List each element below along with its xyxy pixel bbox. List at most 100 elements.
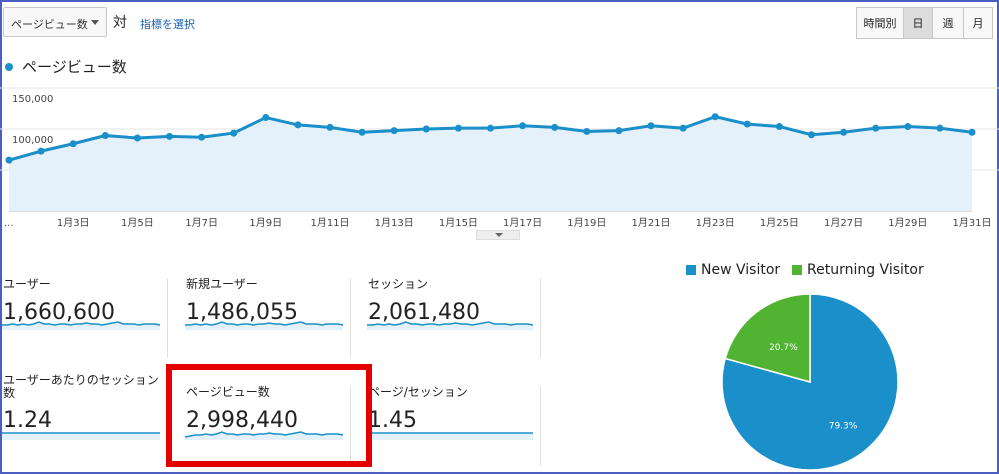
scorecard-label: 新規ユーザー	[186, 277, 258, 291]
x-tick-label: 1月11日	[310, 217, 349, 229]
data-point[interactable]	[230, 129, 238, 137]
x-tick-label: 1月31日	[952, 217, 991, 229]
pie-legend-new-visitor: New Visitor	[686, 262, 780, 278]
y-tick-label: 100,000	[12, 135, 53, 146]
data-point[interactable]	[37, 147, 45, 155]
sparkline-area	[367, 322, 533, 330]
pie-slice[interactable]	[724, 293, 811, 383]
scorecard-value: 1,486,055	[186, 300, 298, 325]
data-point[interactable]	[647, 122, 655, 130]
data-point[interactable]	[551, 123, 559, 131]
scorecard-value: 2,061,480	[368, 300, 480, 325]
sparkline-area	[185, 322, 343, 330]
scorecard-sparkline	[2, 432, 160, 440]
data-point[interactable]	[743, 120, 751, 128]
data-point[interactable]	[454, 124, 462, 132]
scorecard-label: セッション	[368, 277, 429, 291]
x-tick-label: 1月25日	[760, 217, 799, 229]
scorecard[interactable]: ユーザー 1,660,600	[0, 278, 168, 358]
data-point[interactable]	[808, 131, 815, 139]
data-point[interactable]	[166, 132, 173, 140]
x-tick-label: 1月9日	[249, 217, 282, 229]
data-point[interactable]	[5, 156, 13, 164]
data-point[interactable]	[679, 124, 687, 132]
y-tick-label: 150,000	[12, 94, 53, 105]
scorecard[interactable]: ユーザーあたりのセッション数 1.24	[0, 374, 168, 454]
data-point[interactable]	[519, 122, 527, 130]
data-point[interactable]	[390, 127, 398, 135]
vs-label: 対	[113, 15, 127, 31]
granularity-hourly-button[interactable]: 時間別	[856, 7, 904, 39]
scorecard-value: 1.45	[368, 408, 417, 433]
data-point[interactable]	[101, 132, 109, 140]
data-point[interactable]	[198, 133, 206, 141]
highlight-box	[166, 364, 372, 467]
data-point[interactable]	[775, 123, 783, 131]
sparkline-line	[2, 321, 161, 326]
pageviews-line-chart: 150,000100,00050,000...1月3日1月5日1月7日1月9日1…	[0, 87, 999, 229]
scorecard-label: ページビュー数	[186, 385, 270, 399]
granularity-day-button[interactable]: 日	[903, 7, 933, 39]
granularity-week-button[interactable]: 週	[932, 7, 964, 39]
scorecard[interactable]: ページ/セッション 1.45	[365, 386, 541, 466]
data-point[interactable]	[487, 124, 494, 132]
legend-swatch	[686, 265, 696, 275]
data-point[interactable]	[615, 127, 623, 135]
x-tick-label: 1月27日	[824, 217, 863, 229]
series-area	[9, 116, 972, 211]
metric-select-value: ページビュー数	[11, 18, 88, 31]
scorecard[interactable]: セッション 2,061,480	[365, 278, 541, 358]
data-point[interactable]	[968, 128, 976, 136]
x-tick-label: ...	[4, 218, 14, 229]
granularity-toggle: 時間別 日 週 月	[856, 7, 993, 39]
data-point[interactable]	[358, 128, 366, 136]
series-legend-dot	[5, 63, 13, 71]
scorecard-label: ページ/セッション	[368, 385, 468, 399]
x-tick-label: 1月23日	[696, 217, 735, 229]
x-tick-label: 1月15日	[439, 217, 478, 229]
data-point[interactable]	[133, 134, 141, 142]
data-point[interactable]	[262, 114, 270, 122]
x-tick-label: 1月13日	[375, 217, 414, 229]
x-tick-label: 1月21日	[631, 217, 670, 229]
data-point[interactable]	[422, 125, 430, 133]
series-legend-label: ページビュー数	[22, 58, 127, 76]
scorecard-value: 1,660,600	[3, 300, 115, 325]
data-point[interactable]	[904, 123, 912, 131]
sparkline-area	[367, 433, 533, 440]
scorecard-label: ユーザー	[3, 277, 51, 291]
scorecard-value: 2,998,440	[186, 408, 298, 433]
select-metric-link[interactable]: 指標を選択	[140, 18, 195, 31]
legend-label: New Visitor	[701, 262, 781, 278]
sparkline-line	[185, 321, 344, 326]
chevron-down-icon	[91, 20, 99, 25]
x-tick-label: 1月3日	[57, 217, 90, 229]
data-point[interactable]	[872, 124, 880, 132]
sparkline-line	[184, 431, 344, 438]
data-point[interactable]	[326, 123, 334, 131]
x-tick-label: 1月29日	[888, 217, 927, 229]
data-point[interactable]	[936, 124, 944, 132]
scorecard-sparkline	[2, 321, 161, 330]
data-point[interactable]	[711, 113, 719, 121]
sparkline-line	[367, 321, 534, 326]
data-point[interactable]	[583, 127, 591, 135]
scorecard[interactable]: ページビュー数 2,998,440	[183, 386, 351, 466]
scorecard[interactable]: 新規ユーザー 1,486,055	[183, 278, 351, 358]
x-tick-label: 1月19日	[567, 217, 606, 229]
scorecard-sparkline	[185, 321, 344, 330]
sparkline-area	[2, 322, 160, 330]
scorecard-sparkline	[184, 431, 344, 440]
x-tick-label: 1月17日	[503, 217, 542, 229]
x-tick-label: 1月7日	[185, 217, 218, 229]
data-point[interactable]	[294, 121, 302, 129]
metric-select[interactable]: ページビュー数	[3, 7, 107, 37]
granularity-month-button[interactable]: 月	[963, 7, 993, 39]
data-point[interactable]	[69, 140, 77, 148]
data-point[interactable]	[840, 128, 848, 136]
scorecard-sparkline	[367, 432, 533, 440]
scorecard-sparkline	[367, 321, 534, 330]
x-tick-label: 1月5日	[121, 217, 154, 229]
chart-resize-handle[interactable]	[476, 230, 520, 240]
